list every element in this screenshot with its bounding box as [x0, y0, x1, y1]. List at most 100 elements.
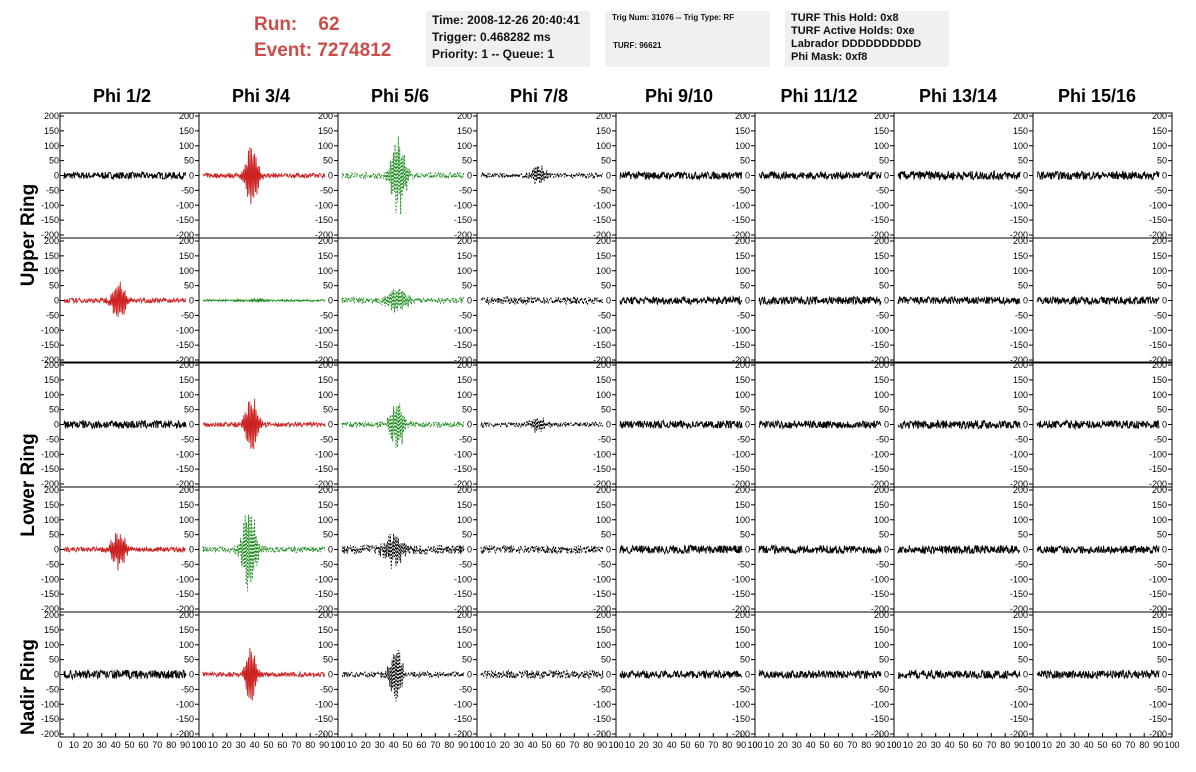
- y-tick-label: 150: [457, 375, 472, 385]
- y-tick-label: 0: [1162, 171, 1167, 181]
- y-tick-label: -200: [176, 355, 194, 365]
- y-tick-label: -100: [41, 325, 59, 335]
- y-tick-label: 200: [44, 236, 59, 246]
- y-tick-label: 150: [1152, 625, 1167, 635]
- x-tick-label: 70: [847, 740, 857, 750]
- y-tick-label: -150: [871, 464, 889, 474]
- y-tick-label: 200: [457, 111, 472, 121]
- waveform-trace: [480, 417, 604, 433]
- x-tick-label: 90: [597, 740, 607, 750]
- priority-text: Priority: 1 -- Queue: 1: [432, 47, 555, 61]
- x-tick-label: 60: [416, 740, 426, 750]
- y-tick-label: 100: [179, 266, 194, 276]
- y-tick-label: -50: [46, 434, 59, 444]
- time-info-box: Time: 2008-12-26 20:40:41 Trigger: 0.468…: [426, 11, 590, 67]
- waveform-trace: [63, 532, 187, 571]
- y-tick-label: 100: [457, 390, 472, 400]
- y-tick-label: 50: [323, 530, 333, 540]
- y-tick-label: -50: [459, 310, 472, 320]
- y-tick-label: -200: [315, 230, 333, 240]
- x-tick-label: 80: [305, 740, 315, 750]
- y-tick-label: -50: [181, 185, 194, 195]
- y-tick-label: 50: [1018, 156, 1028, 166]
- y-tick-label: 150: [1152, 375, 1167, 385]
- y-tick-label: 200: [596, 610, 611, 620]
- y-tick-label: -50: [320, 559, 333, 569]
- y-tick-label: -150: [454, 589, 472, 599]
- y-tick-label: 200: [457, 236, 472, 246]
- y-tick-label: 50: [184, 156, 194, 166]
- y-tick-label: -150: [1010, 714, 1028, 724]
- y-tick-label: 150: [44, 375, 59, 385]
- x-tick-label: 50: [1097, 740, 1107, 750]
- column-header-phi-11-12: Phi 11/12: [780, 86, 858, 106]
- column-header-phi-7-8: Phi 7/8: [509, 86, 569, 106]
- y-tick-label: -100: [41, 449, 59, 459]
- y-tick-label: 150: [735, 625, 750, 635]
- y-tick-label: 200: [179, 485, 194, 495]
- y-tick-label: 200: [457, 360, 472, 370]
- y-tick-label: 50: [49, 156, 59, 166]
- y-tick-label: -50: [46, 310, 59, 320]
- y-tick-label: 100: [179, 141, 194, 151]
- y-tick-label: -150: [1010, 215, 1028, 225]
- y-tick-label: 150: [1152, 500, 1167, 510]
- y-tick-label: 100: [1152, 515, 1167, 525]
- y-tick-label: 0: [1023, 420, 1028, 430]
- x-tick-label: 100: [191, 740, 206, 750]
- run-line: Run: 62: [254, 12, 391, 38]
- waveform-trace: [897, 295, 1021, 306]
- y-tick-label: -150: [41, 340, 59, 350]
- y-tick-label: -150: [593, 589, 611, 599]
- y-tick-label: 100: [44, 266, 59, 276]
- y-tick-label: -150: [454, 215, 472, 225]
- y-tick-label: 50: [323, 655, 333, 665]
- y-tick-label: -50: [598, 310, 611, 320]
- y-tick-label: -200: [732, 230, 750, 240]
- y-tick-label: -50: [181, 684, 194, 694]
- x-tick-label: 30: [375, 740, 385, 750]
- y-tick-label: 100: [1013, 640, 1028, 650]
- waveform-trace: [758, 170, 882, 181]
- y-tick-label: 50: [740, 405, 750, 415]
- x-tick-label: 80: [722, 740, 732, 750]
- y-tick-label: -100: [454, 574, 472, 584]
- x-tick-label: 90: [875, 740, 885, 750]
- y-tick-label: 100: [735, 640, 750, 650]
- y-tick-label: -200: [41, 479, 59, 489]
- y-tick-label: -100: [315, 699, 333, 709]
- y-tick-label: 100: [596, 640, 611, 650]
- y-tick-label: 100: [735, 266, 750, 276]
- y-tick-label: -100: [593, 200, 611, 210]
- x-tick-label: 30: [1070, 740, 1080, 750]
- x-tick-label: 90: [736, 740, 746, 750]
- x-tick-label: 10: [764, 740, 774, 750]
- y-tick-label: 100: [596, 515, 611, 525]
- y-tick-label: -100: [1149, 574, 1167, 584]
- y-tick-label: 200: [874, 610, 889, 620]
- y-tick-label: -150: [1010, 340, 1028, 350]
- waveform-trace: [1036, 669, 1160, 680]
- y-tick-label: 150: [179, 126, 194, 136]
- y-tick-label: -50: [1154, 310, 1167, 320]
- y-tick-label: -150: [593, 714, 611, 724]
- y-tick-label: -100: [315, 449, 333, 459]
- y-tick-label: 100: [318, 266, 333, 276]
- y-tick-label: -50: [1015, 684, 1028, 694]
- y-tick-label: -200: [454, 355, 472, 365]
- y-tick-label: -150: [593, 340, 611, 350]
- x-tick-label: 90: [458, 740, 468, 750]
- x-tick-label: 0: [752, 740, 757, 750]
- y-tick-label: -150: [176, 464, 194, 474]
- x-tick-label: 100: [886, 740, 901, 750]
- y-tick-label: -50: [1015, 434, 1028, 444]
- y-tick-label: 50: [879, 530, 889, 540]
- y-tick-label: 100: [179, 640, 194, 650]
- y-tick-label: -100: [176, 200, 194, 210]
- x-tick-label: 20: [917, 740, 927, 750]
- y-tick-label: -100: [732, 200, 750, 210]
- y-tick-label: 200: [874, 236, 889, 246]
- y-tick-label: -50: [598, 434, 611, 444]
- y-tick-label: -200: [454, 479, 472, 489]
- y-tick-label: -150: [871, 714, 889, 724]
